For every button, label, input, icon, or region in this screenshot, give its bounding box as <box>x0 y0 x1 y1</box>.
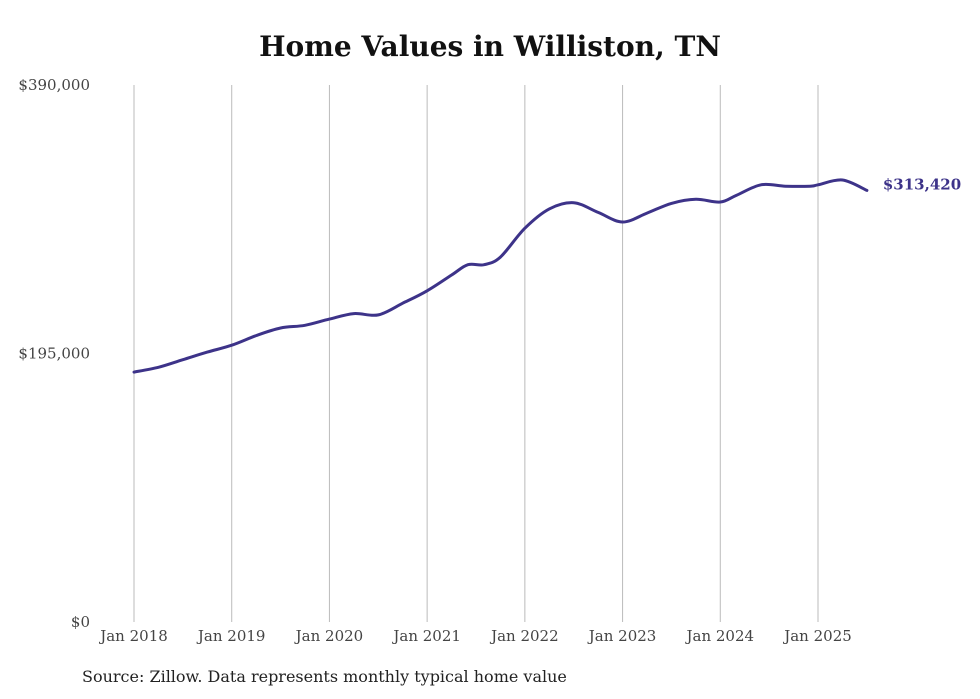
x-tick-label: Jan 2023 <box>587 627 657 645</box>
y-tick-label: $390,000 <box>18 76 90 94</box>
x-axis-ticks: Jan 2018 Jan 2019 Jan 2020 Jan 2021 Jan 2022… <box>98 627 852 645</box>
x-tick-label: Jan 2025 <box>782 627 852 645</box>
x-tick-label: Jan 2018 <box>98 627 168 645</box>
latest-value-label: $313,420 <box>883 175 961 193</box>
x-tick-label: Jan 2021 <box>391 627 461 645</box>
gridlines <box>133 85 819 622</box>
y-axis-ticks: $0 $195,000 $390,000 <box>18 76 90 631</box>
source-note: Source: Zillow. Data represents monthly … <box>82 667 567 686</box>
chart-title: Home Values in Williston, TN <box>259 30 721 63</box>
x-tick-label: Jan 2020 <box>294 627 364 645</box>
x-tick-label: Jan 2019 <box>196 627 266 645</box>
home-value-line <box>132 178 869 374</box>
x-tick-label: Jan 2022 <box>489 627 559 645</box>
x-tick-label: Jan 2024 <box>685 627 755 645</box>
y-tick-label: $195,000 <box>18 345 90 363</box>
y-tick-label: $0 <box>71 613 90 631</box>
